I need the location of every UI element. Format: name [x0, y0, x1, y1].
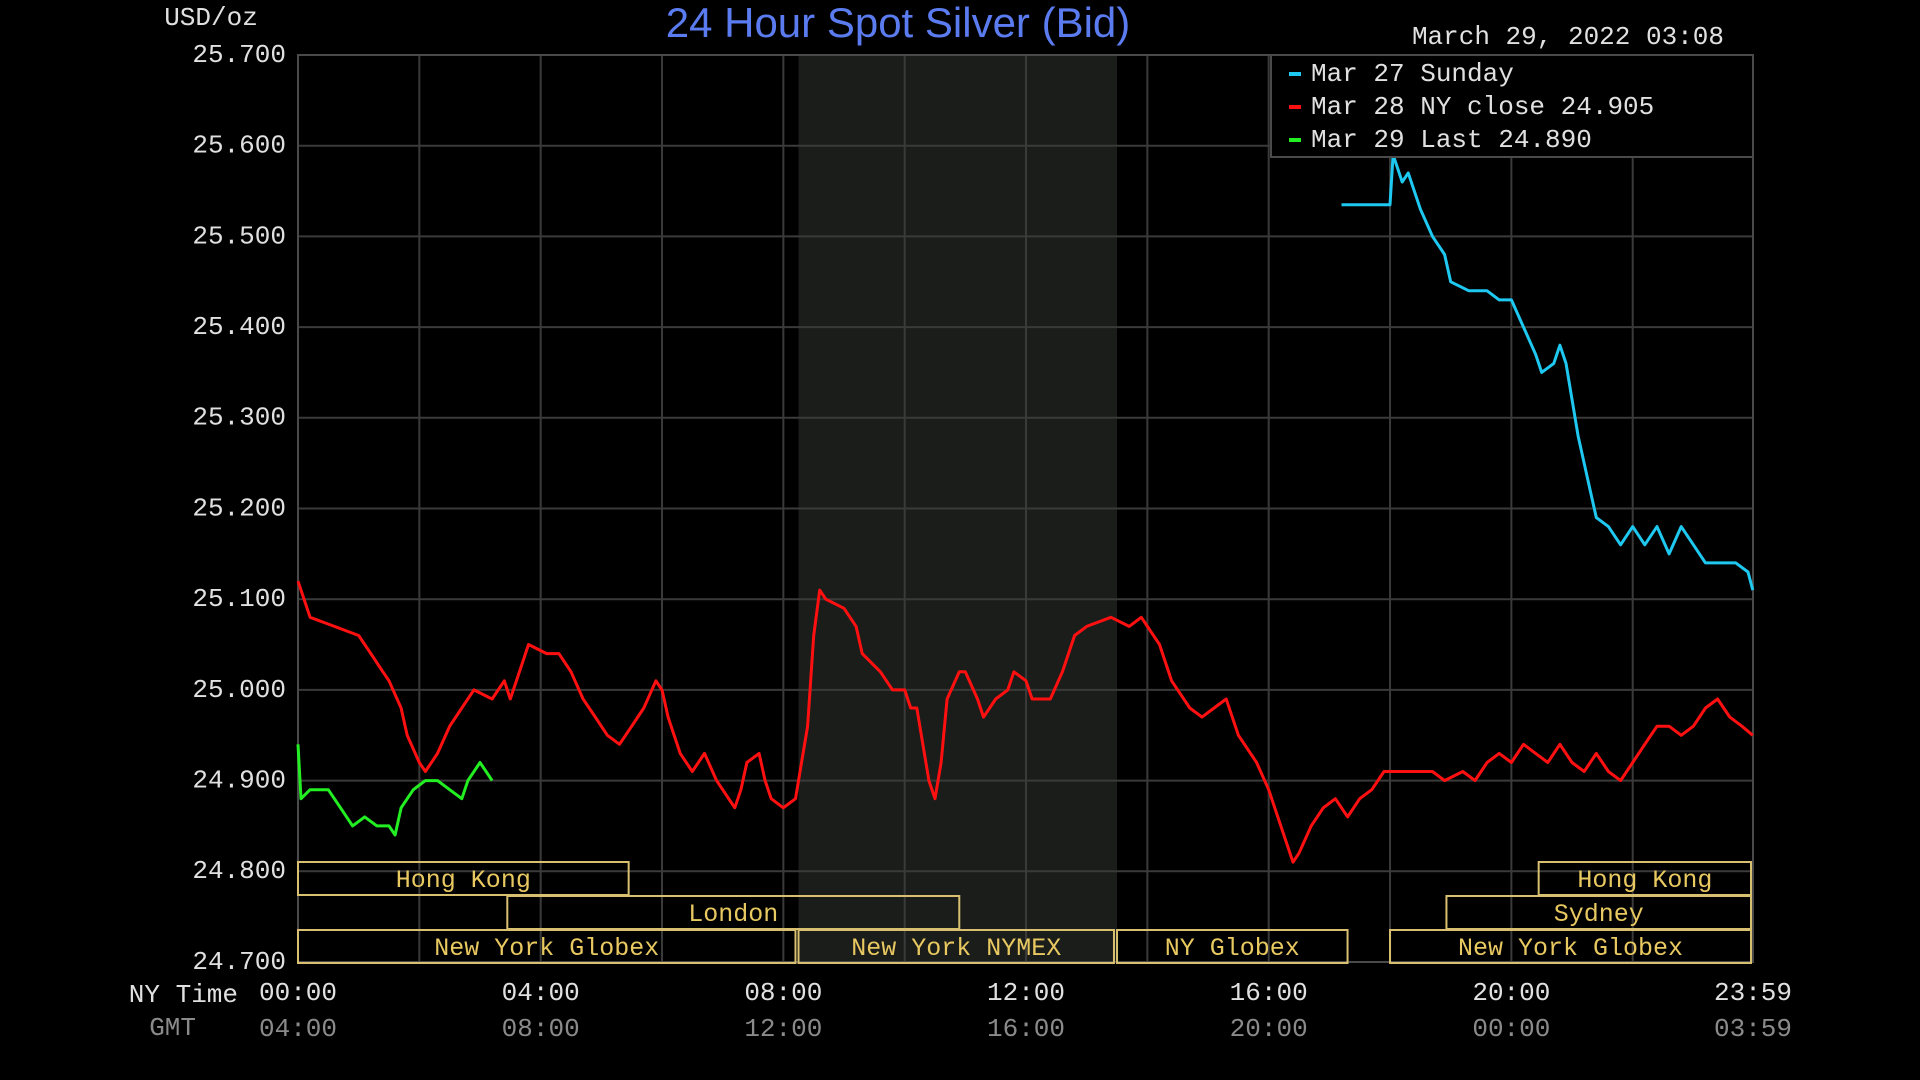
legend-box: [1270, 54, 1754, 158]
legend-label: Mar 29 Last 24.890: [1311, 125, 1592, 155]
session-label: New York Globex: [434, 934, 659, 963]
y-tick-label: 25.600: [192, 131, 286, 161]
session-box: [1116, 929, 1349, 964]
timestamp: March 29, 2022 03:08: [1412, 22, 1724, 52]
session-label: New York NYMEX: [851, 934, 1061, 963]
x2-tick-label: 00:00: [1472, 1014, 1550, 1044]
x-tick-label: 08:00: [744, 978, 822, 1008]
y-tick-label: 25.500: [192, 221, 286, 251]
session-label: Hong Kong: [396, 866, 531, 895]
session-box: [797, 929, 1115, 964]
session-box: [297, 929, 797, 964]
legend-label: Mar 27 Sunday: [1311, 59, 1514, 89]
y-tick-label: 25.000: [192, 675, 286, 705]
x2-tick-label: 03:59: [1714, 1014, 1792, 1044]
x-tick-label: 04:00: [502, 978, 580, 1008]
y-tick-label: 25.700: [192, 40, 286, 70]
x2-tick-label: 08:00: [502, 1014, 580, 1044]
session-label: New York Globex: [1458, 934, 1683, 963]
x-axis-label: NY Time: [129, 980, 238, 1010]
y-tick-label: 24.800: [192, 856, 286, 886]
x-tick-label: 16:00: [1230, 978, 1308, 1008]
x2-tick-label: 20:00: [1230, 1014, 1308, 1044]
session-box: [297, 861, 630, 896]
series-line: [296, 744, 494, 837]
y-tick-label: 24.900: [192, 765, 286, 795]
y-axis-label: USD/oz: [164, 3, 258, 33]
y-tick-label: 25.400: [192, 312, 286, 342]
y-tick-label: 25.300: [192, 403, 286, 433]
y-tick-label: 25.100: [192, 584, 286, 614]
series-line: [296, 580, 1754, 864]
session-label: Hong Kong: [1577, 866, 1712, 895]
session-label: NY Globex: [1165, 934, 1300, 963]
chart-title: 24 Hour Spot Silver (Bid): [666, 0, 1131, 46]
x2-tick-label: 04:00: [259, 1014, 337, 1044]
y-tick-label: 24.700: [192, 947, 286, 977]
x-tick-label: 12:00: [987, 978, 1065, 1008]
session-label: London: [688, 900, 778, 929]
x-tick-label: 00:00: [259, 978, 337, 1008]
x2-tick-label: 16:00: [987, 1014, 1065, 1044]
x-tick-label: 20:00: [1472, 978, 1550, 1008]
session-label: Sydney: [1554, 900, 1644, 929]
x-tick-label: 23:59: [1714, 978, 1792, 1008]
y-tick-label: 25.200: [192, 493, 286, 523]
session-box: [1389, 929, 1752, 964]
x2-tick-label: 12:00: [744, 1014, 822, 1044]
legend-label: Mar 28 NY close 24.905: [1311, 92, 1654, 122]
series-line: [1341, 153, 1755, 591]
x2-axis-label: GMT: [149, 1013, 196, 1043]
